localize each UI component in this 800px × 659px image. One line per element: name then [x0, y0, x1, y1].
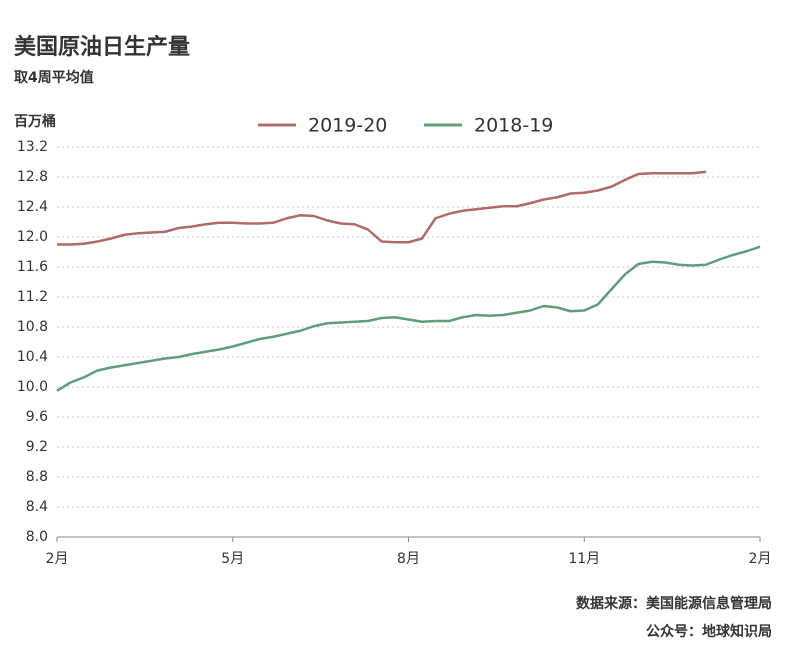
y-tick-label: 12.0 [17, 229, 48, 245]
y-tick-label: 10.0 [17, 379, 48, 395]
line-series [57, 170, 707, 246]
y-tick-label: 10.8 [17, 319, 48, 335]
x-tick-label: 2月 [749, 551, 772, 567]
x-tick-label: 8月 [397, 551, 420, 567]
y-tick-label: 8.8 [26, 469, 48, 485]
y-tick-label: 13.2 [17, 139, 48, 155]
x-tick-label: 5月 [221, 551, 244, 567]
y-tick-label: 11.2 [17, 289, 48, 305]
y-tick-label: 11.6 [17, 259, 48, 275]
line-series [56, 245, 761, 392]
account: 公众号：地球知识局 [646, 623, 772, 640]
source: 数据来源：美国能源信息管理局 [576, 595, 772, 612]
y-axis-label: 百万桶 [14, 113, 56, 130]
y-tick-label: 12.4 [17, 199, 48, 215]
y-tick-label: 9.6 [26, 409, 48, 425]
legend-label: 2019-20 [308, 115, 387, 137]
chart-title: 美国原油日生产量 [14, 34, 190, 60]
y-tick-label: 12.8 [17, 169, 48, 185]
chart-subtitle: 取4周平均值 [14, 69, 94, 86]
y-tick-label: 9.2 [26, 439, 48, 455]
x-tick-label: 11月 [568, 551, 600, 567]
legend-label: 2018-19 [474, 115, 553, 137]
y-tick-label: 10.4 [17, 349, 48, 365]
y-tick-label: 8.0 [26, 529, 48, 545]
y-tick-label: 8.4 [26, 499, 48, 515]
x-tick-label: 2月 [46, 551, 69, 567]
